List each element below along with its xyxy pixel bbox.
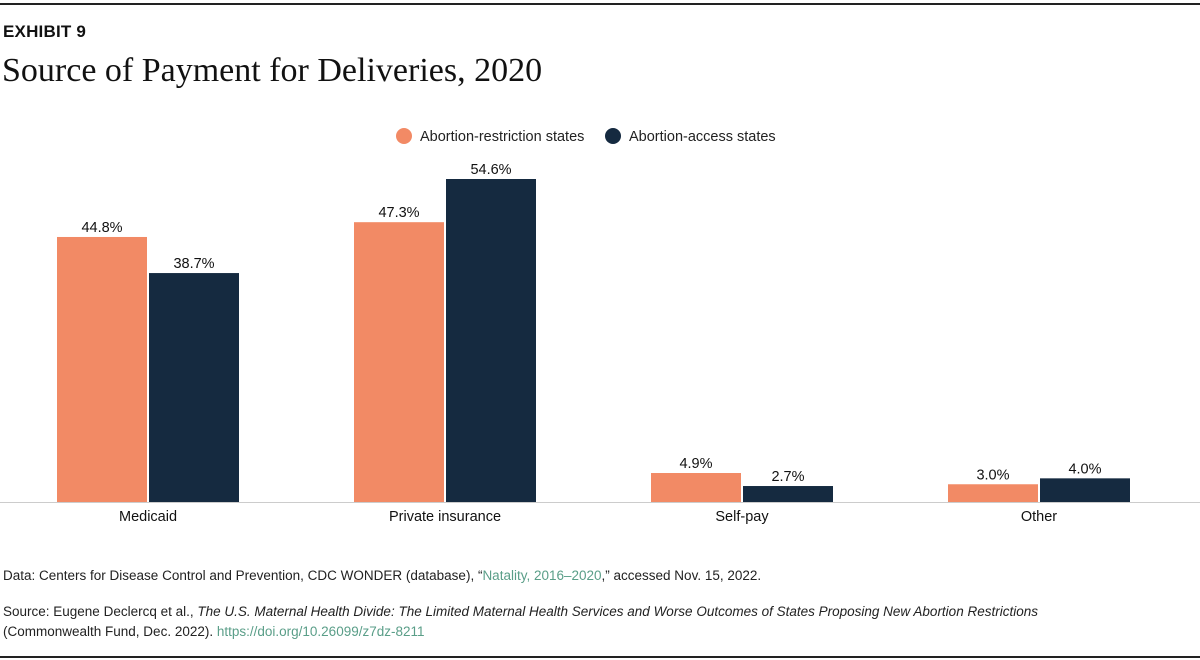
- data-label: 38.7%: [173, 256, 214, 272]
- data-label: 44.8%: [81, 220, 122, 236]
- bar: [948, 484, 1038, 502]
- source-note: Source: Eugene Declercq et al., The U.S.…: [3, 604, 1038, 639]
- natality-link[interactable]: Natality, 2016–2020: [482, 568, 602, 583]
- bar: [1040, 478, 1130, 502]
- data-label: 4.9%: [679, 456, 712, 472]
- category-label: Other: [1021, 509, 1057, 525]
- data-label: 2.7%: [771, 469, 804, 485]
- data-note: Data: Centers for Disease Control and Pr…: [3, 568, 762, 583]
- data-label: 3.0%: [976, 467, 1009, 483]
- bottom-rule: [0, 656, 1200, 658]
- data-label: 4.0%: [1068, 461, 1101, 477]
- category-label: Self-pay: [715, 509, 769, 525]
- legend-label: Abortion-access states: [629, 129, 776, 145]
- bar: [446, 179, 536, 502]
- legend-label: Abortion-restriction states: [420, 129, 584, 145]
- category-label: Medicaid: [119, 509, 177, 525]
- bar: [57, 236, 147, 502]
- chart-title: Source of Payment for Deliveries, 2020: [2, 52, 543, 89]
- legend-swatch: [605, 128, 621, 144]
- top-rule: [0, 3, 1200, 5]
- bar: [149, 273, 239, 502]
- bar: [743, 486, 833, 502]
- data-label: 54.6%: [470, 162, 511, 178]
- legend-swatch: [396, 128, 412, 144]
- source-title: The U.S. Maternal Health Divide: The Lim…: [197, 604, 1038, 619]
- category-label: Private insurance: [389, 509, 501, 525]
- bar: [651, 473, 741, 502]
- bar: [354, 222, 444, 502]
- doi-link[interactable]: https://doi.org/10.26099/z7dz-8211: [216, 624, 425, 639]
- bar-chart: Abortion-restriction states Abortion-acce…: [0, 128, 1200, 525]
- exhibit-label: EXHIBIT 9: [3, 22, 87, 41]
- data-label: 47.3%: [378, 205, 419, 221]
